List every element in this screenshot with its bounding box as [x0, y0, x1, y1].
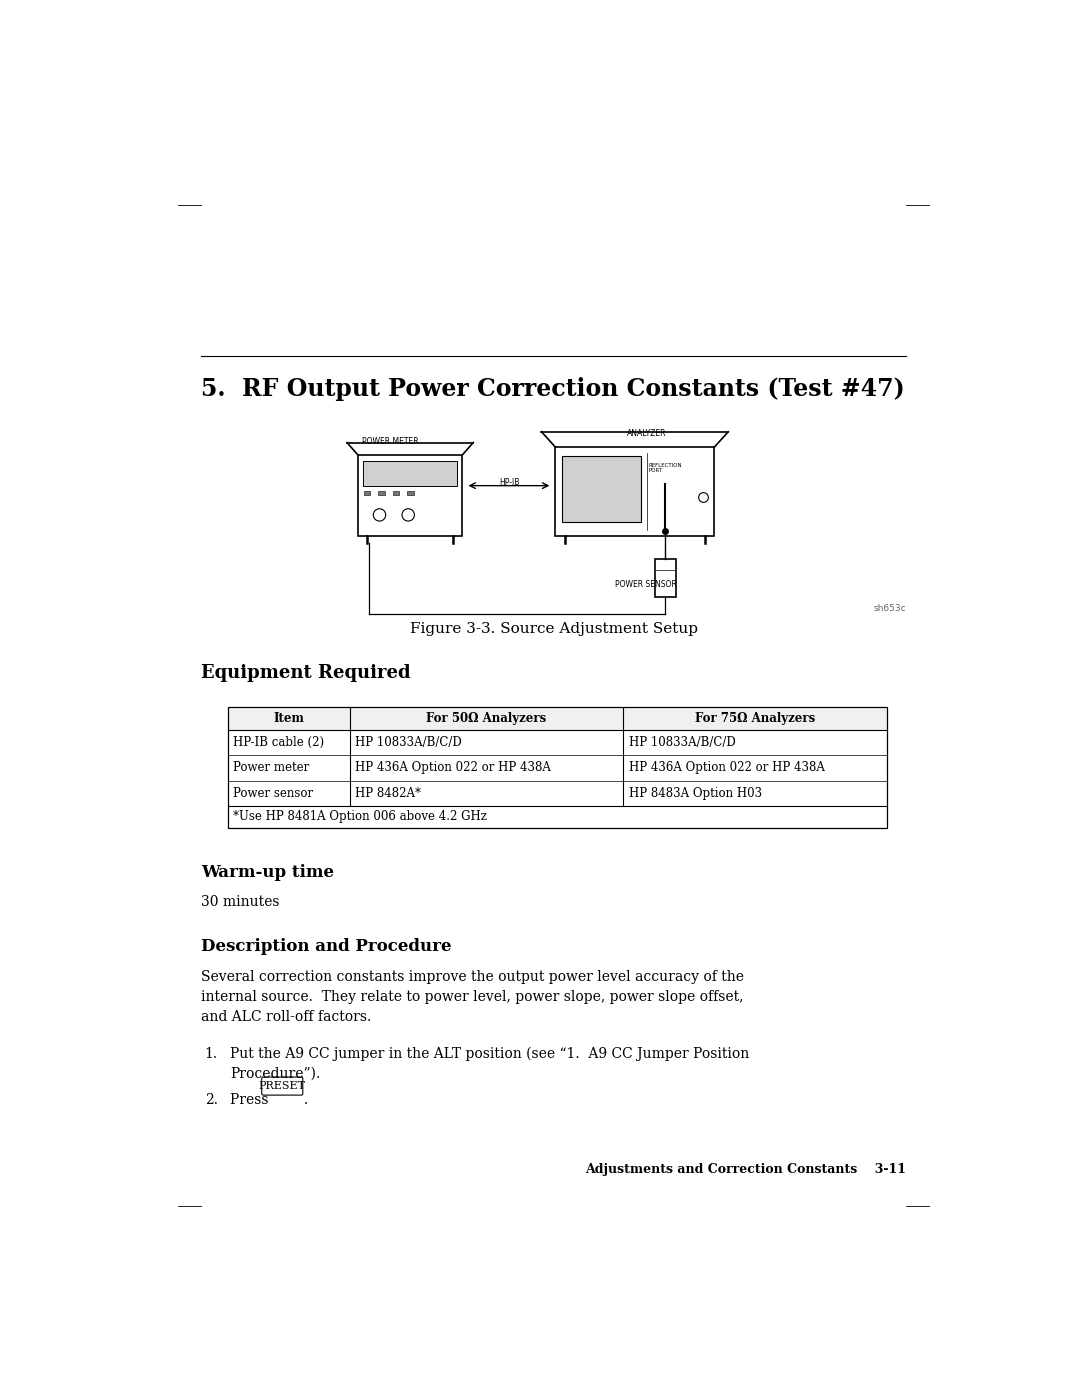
Text: PRESET: PRESET	[259, 1081, 306, 1091]
Text: Put the A9 CC jumper in the ALT position (see “1.  A9 CC Jumper Position: Put the A9 CC jumper in the ALT position…	[230, 1046, 750, 1062]
FancyBboxPatch shape	[378, 490, 384, 495]
Text: Press: Press	[230, 1094, 273, 1108]
Text: HP 10833A/B/C/D: HP 10833A/B/C/D	[629, 736, 735, 749]
Text: HP-IB: HP-IB	[499, 478, 519, 488]
Text: POWER METER: POWER METER	[362, 437, 418, 446]
Text: Item: Item	[273, 711, 305, 725]
Text: REFLECTION
PORT: REFLECTION PORT	[648, 462, 683, 474]
FancyBboxPatch shape	[228, 707, 887, 729]
Text: Procedure”).: Procedure”).	[230, 1067, 321, 1081]
Text: Figure 3-3. Source Adjustment Setup: Figure 3-3. Source Adjustment Setup	[409, 622, 698, 636]
Text: 5.  RF Output Power Correction Constants (Test #47): 5. RF Output Power Correction Constants …	[201, 377, 905, 401]
Text: POWER SENSOR: POWER SENSOR	[616, 580, 677, 590]
FancyBboxPatch shape	[407, 490, 414, 495]
FancyBboxPatch shape	[562, 457, 640, 522]
Text: Several correction constants improve the output power level accuracy of the: Several correction constants improve the…	[201, 970, 744, 983]
Text: Warm-up time: Warm-up time	[201, 865, 334, 882]
Text: Power sensor: Power sensor	[233, 787, 313, 799]
Text: HP 436A Option 022 or HP 438A: HP 436A Option 022 or HP 438A	[629, 761, 824, 774]
Text: Adjustments and Correction Constants    3-11: Adjustments and Correction Constants 3-1…	[585, 1164, 906, 1176]
Text: internal source.  They relate to power level, power slope, power slope offset,: internal source. They relate to power le…	[201, 990, 743, 1004]
Text: and ALC roll-off factors.: and ALC roll-off factors.	[201, 1010, 372, 1024]
FancyBboxPatch shape	[364, 490, 370, 495]
Text: ANALYZER: ANALYZER	[626, 429, 666, 439]
Text: For 75Ω Analyzers: For 75Ω Analyzers	[694, 711, 815, 725]
Text: 2.: 2.	[205, 1094, 218, 1108]
Text: Power meter: Power meter	[233, 761, 310, 774]
Text: For 50Ω Analyzers: For 50Ω Analyzers	[427, 711, 546, 725]
FancyBboxPatch shape	[363, 461, 457, 486]
Text: 1.: 1.	[205, 1046, 218, 1060]
Text: HP-IB cable (2): HP-IB cable (2)	[233, 736, 325, 749]
Text: Description and Procedure: Description and Procedure	[201, 937, 451, 954]
Text: HP 8483A Option H03: HP 8483A Option H03	[629, 787, 761, 799]
Text: HP 8482A*: HP 8482A*	[355, 787, 421, 799]
Text: 30 minutes: 30 minutes	[201, 895, 280, 909]
Text: HP 436A Option 022 or HP 438A: HP 436A Option 022 or HP 438A	[355, 761, 551, 774]
Text: sh653c: sh653c	[874, 605, 906, 613]
Text: Equipment Required: Equipment Required	[201, 665, 410, 682]
FancyBboxPatch shape	[393, 490, 400, 495]
Text: *Use HP 8481A Option 006 above 4.2 GHz: *Use HP 8481A Option 006 above 4.2 GHz	[233, 810, 487, 823]
Text: .: .	[303, 1094, 308, 1108]
Text: HP 10833A/B/C/D: HP 10833A/B/C/D	[355, 736, 462, 749]
